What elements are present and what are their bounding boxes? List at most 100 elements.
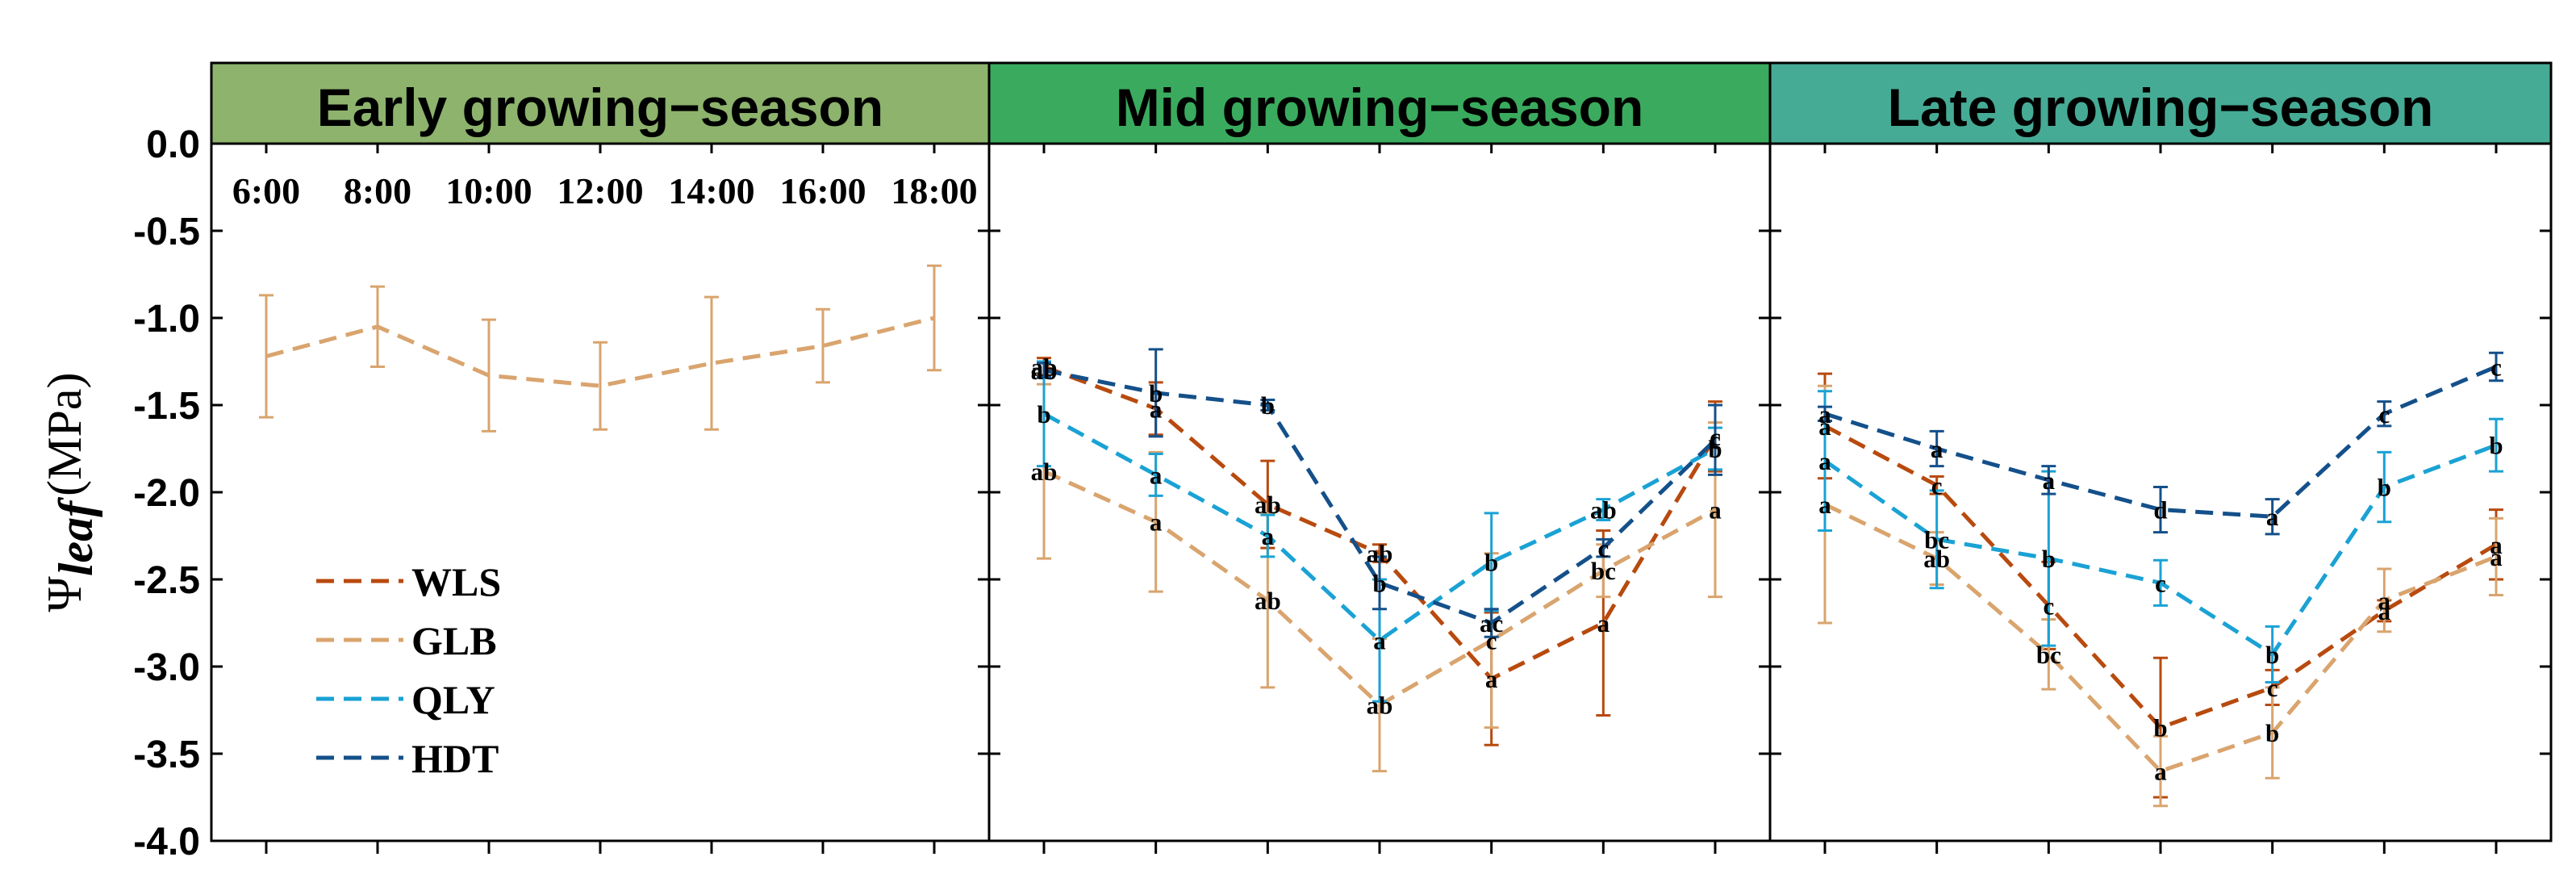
data-label-wls: ab: [1367, 540, 1393, 568]
x-tick-label: 18:00: [891, 170, 977, 211]
legend-label-qly: QLY: [411, 677, 495, 722]
data-label-wls: a: [2378, 597, 2391, 625]
data-label-glb: ab: [1367, 692, 1393, 720]
data-label-wls: c: [2267, 674, 2278, 702]
data-label-qly: b: [2265, 641, 2279, 669]
data-label-wls: ab: [1031, 353, 1058, 381]
data-label-qly: b: [1484, 548, 1498, 576]
panel-header-early: [210, 61, 991, 145]
data-label-glb: ab: [1255, 587, 1281, 615]
data-label-hdt: a: [2266, 503, 2279, 531]
x-tick-label: 10:00: [445, 170, 532, 211]
data-label-qly: b: [2042, 545, 2056, 573]
data-label-glb: a: [2490, 543, 2503, 571]
data-label-qly: ab: [1590, 496, 1617, 525]
legend-label-glb: GLB: [411, 618, 497, 663]
data-label-hdt: ac: [1480, 609, 1503, 637]
y-tick-label: -1.5: [133, 385, 200, 428]
data-label-qly: c: [2155, 569, 2166, 597]
data-label-glb: a: [1150, 508, 1163, 537]
x-tick-label: 6:00: [232, 170, 300, 211]
y-tick-label: -1.0: [133, 298, 200, 341]
plot-frame-early: [210, 142, 991, 842]
data-label-hdt: a: [1931, 435, 1943, 463]
data-label-hdt: a: [2043, 466, 2056, 495]
data-label-qly: b: [2378, 474, 2391, 502]
series-line-glb: [265, 316, 935, 388]
x-tick-label: 12:00: [557, 170, 643, 211]
data-label-hdt: c: [2378, 400, 2390, 428]
series-line-glb: [1042, 469, 1717, 708]
x-axis-ticks: 6:00 8:00 10:00 12:00 14:00 16:00 18:00: [232, 144, 2498, 854]
data-label-hdt: b: [1372, 569, 1386, 597]
legend-label-wls: WLS: [411, 559, 501, 604]
panel-headers: Early growing−season Mid growing−season …: [210, 61, 2553, 145]
y-tick-label: -3.0: [133, 646, 200, 689]
y-axis-label-symbol: Ψ: [38, 575, 91, 612]
data-label-hdt: b: [1149, 379, 1163, 408]
data-label-hdt: c: [1597, 534, 1609, 562]
y-axis-label-unit: (MPa): [38, 373, 91, 496]
panel-header-mid: [987, 61, 1772, 145]
data-label-hdt: c: [2490, 353, 2502, 381]
x-tick-label: 8:00: [344, 170, 411, 211]
data-label-glb: a: [1818, 491, 1831, 519]
y-axis-ticks: 0.0 -0.5 -1.0 -1.5 -2.0 -2.5 -3.0 -3.5 -4.0: [133, 123, 2551, 863]
data-label-qly: a: [1818, 447, 1831, 475]
panel-title-mid: Mid growing−season: [1116, 77, 1644, 137]
data-label-qly: b: [1037, 400, 1050, 428]
panel-header-late: [1768, 61, 2553, 145]
data-label-hdt: ab: [1031, 357, 1058, 385]
panel-title-late: Late growing−season: [1888, 77, 2434, 137]
y-tick-label: -3.5: [133, 734, 200, 776]
data-label-hdt: d: [2153, 496, 2167, 525]
legend: WLS GLB QLY HDT: [316, 559, 501, 781]
data-label-hdt: a: [1818, 400, 1831, 428]
series-line-qly: [1823, 443, 2497, 658]
series-line-hdt: [1824, 365, 2497, 519]
data-label-wls: a: [1818, 412, 1831, 441]
y-tick-label: 0.0: [146, 123, 200, 166]
series-line-hdt: [1043, 368, 1717, 625]
y-axis-label-subscript: leaf: [49, 497, 102, 576]
data-label-glb: bc: [2036, 641, 2061, 669]
panel-title-early: Early growing−season: [317, 77, 883, 137]
data-label-glb: ab: [1923, 545, 1950, 573]
data-label-qly: a: [1373, 627, 1386, 655]
y-tick-label: -4.0: [133, 821, 200, 863]
legend-label-hdt: HDT: [411, 736, 499, 781]
y-axis-label: Ψleaf(MPa): [38, 373, 102, 612]
data-label-wls: c: [1931, 471, 1943, 500]
data-label-qly: a: [1262, 522, 1275, 550]
series-line-wls: [1823, 424, 2498, 730]
y-tick-label: -2.0: [133, 472, 200, 515]
data-label-wls: b: [2153, 714, 2167, 742]
data-label-wls: a: [1485, 665, 1498, 693]
plot-frames: [210, 142, 2553, 842]
data-label-wls: a: [1150, 395, 1163, 423]
data-label-wls: c: [1710, 423, 1721, 451]
data-label-glb: ab: [1031, 458, 1058, 486]
data-label-wls: ab: [1255, 491, 1281, 519]
data-label-qly: b: [1708, 435, 1722, 463]
data-label-wls: a: [1597, 609, 1610, 637]
series-line-qly: [1042, 412, 1717, 643]
data-label-glb: c: [1486, 627, 1497, 655]
data-label-glb: bc: [1591, 557, 1616, 585]
y-tick-label: -2.5: [133, 559, 200, 602]
data-label-qly: b: [2489, 432, 2503, 460]
x-tick-label: 16:00: [779, 170, 866, 211]
y-tick-label: -0.5: [133, 211, 200, 253]
data-label-glb: a: [1709, 496, 1722, 525]
data-label-glb: b: [2265, 719, 2279, 747]
data-label-hdt: c: [1710, 426, 1721, 454]
data-label-qly: bc: [1924, 525, 1949, 554]
data-label-wls: c: [2043, 591, 2054, 620]
data-label-glb: a: [2378, 587, 2391, 615]
data-label-glb: a: [2154, 758, 2167, 786]
data-label-hdt: b: [1261, 391, 1275, 420]
x-tick-label: 14:00: [668, 170, 754, 211]
data-label-wls: a: [2490, 531, 2503, 559]
